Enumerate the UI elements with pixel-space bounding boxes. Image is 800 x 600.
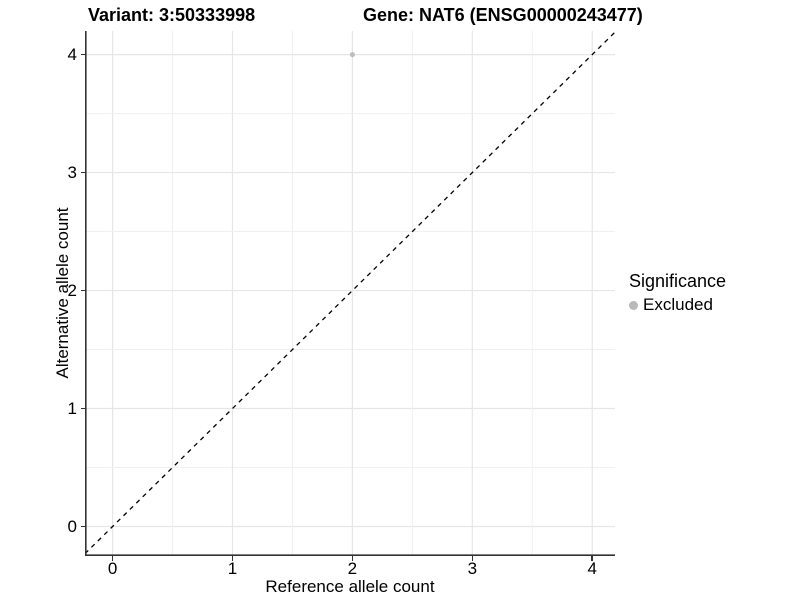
legend-point-icon xyxy=(629,300,638,310)
gene-title: Gene: NAT6 (ENSG00000243477) xyxy=(363,5,643,25)
y-tick-mark xyxy=(80,53,85,56)
y-tick-label: 0 xyxy=(67,516,77,536)
legend-items: Excluded xyxy=(629,295,726,315)
legend: Significance Excluded xyxy=(629,271,726,315)
x-tick-mark xyxy=(111,556,114,561)
data-point xyxy=(349,51,355,58)
y-tick-mark xyxy=(80,289,85,292)
identity-dashed-line xyxy=(85,31,615,555)
legend-item: Excluded xyxy=(629,295,726,315)
x-tick-mark xyxy=(351,556,354,561)
variant-title: Variant: 3:50333998 xyxy=(88,5,256,25)
x-tick-label: 0 xyxy=(107,559,118,578)
x-tick-mark xyxy=(231,556,234,561)
y-tick-mark xyxy=(80,525,85,528)
x-tick-mark xyxy=(471,556,474,561)
x-tick-label: 1 xyxy=(227,559,238,578)
y-tick-label: 4 xyxy=(67,44,77,64)
plot-panel xyxy=(85,31,615,556)
y-axis-title: Alternative allele count xyxy=(53,207,72,379)
legend-title: Significance xyxy=(629,271,727,291)
legend-item-label: Excluded xyxy=(643,295,713,314)
x-tick-label: 2 xyxy=(347,559,358,578)
y-tick-label: 3 xyxy=(67,162,77,182)
y-tick-label: 2 xyxy=(67,280,77,300)
y-tick-mark xyxy=(80,171,85,174)
x-tick-label: 3 xyxy=(467,559,478,578)
y-tick-mark xyxy=(80,407,85,410)
x-tick-label: 4 xyxy=(587,559,597,578)
x-tick-mark xyxy=(591,556,593,561)
y-tick-label: 1 xyxy=(67,398,77,418)
x-axis-title: Reference allele count xyxy=(265,577,435,596)
